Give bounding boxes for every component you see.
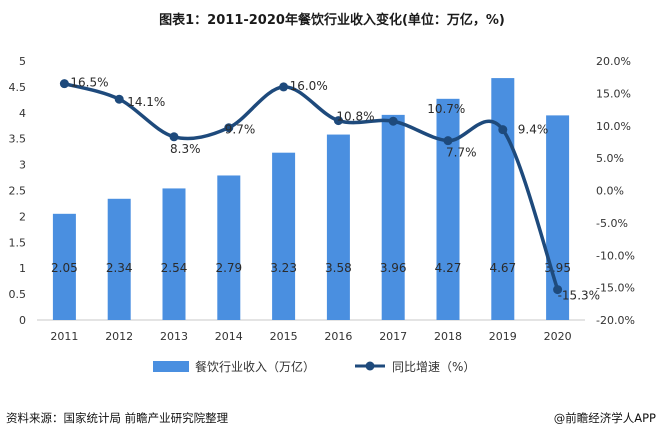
line-value-label: 10.7% [427, 102, 465, 116]
right-tick-label: 10.0% [596, 120, 631, 133]
line-value-label: -15.3% [558, 289, 600, 303]
right-tick-label: -20.0% [596, 314, 635, 327]
line-series [59, 79, 563, 295]
bar [272, 152, 296, 320]
legend-bar-label: 餐饮行业收入（万亿） [195, 359, 315, 374]
bar-series [52, 78, 570, 321]
left-tick-label: 0.5 [9, 288, 27, 301]
x-tick-label: 2019 [489, 330, 517, 343]
line-value-label: 7.7% [446, 146, 477, 160]
line-point [443, 136, 453, 146]
line-value-label: 16.0% [290, 79, 328, 93]
bar-value-label: 2.79 [215, 261, 242, 275]
bar-value-label: 2.54 [161, 261, 188, 275]
line-point [114, 94, 124, 104]
line-labels: 16.5% 14.1% 8.3% 9.7% 16.0% 10.8% 10.7% 7.7% 9.4… [70, 76, 600, 303]
bar-value-label: 3.23 [270, 261, 297, 275]
left-tick-label: 2.5 [9, 185, 27, 198]
legend: 餐饮行业收入（万亿） 同比增速（%） [153, 359, 475, 374]
right-axis: -20.0% -15.0% -10.0% -5.0% 0.0% 5.0% 10.0% 15.0… [596, 55, 635, 327]
line-point [333, 116, 343, 126]
bar [491, 78, 515, 321]
x-axis: 2011 2012 2013 2014 2015 2016 2017 2018 2019 2020 [37, 319, 585, 343]
right-tick-label: -15.0% [596, 282, 635, 295]
legend-line-label: 同比增速（%） [392, 360, 475, 374]
line-value-label: 16.5% [70, 76, 108, 90]
bar-value-label: 2.05 [51, 261, 78, 275]
bar-value-label: 2.34 [106, 261, 133, 275]
bar-value-label: 4.27 [435, 261, 462, 275]
line-point [553, 285, 563, 295]
bar [436, 98, 460, 321]
legend-bar-swatch [153, 361, 189, 372]
growth-line [63, 81, 560, 291]
x-tick-label: 2011 [50, 330, 78, 343]
line-point [279, 82, 289, 92]
bar [52, 213, 76, 320]
line-value-label: 14.1% [127, 95, 165, 109]
bar [326, 134, 350, 320]
left-tick-label: 4.5 [9, 81, 27, 94]
line-value-label: 10.8% [336, 110, 374, 124]
bar-value-label: 3.96 [380, 261, 407, 275]
x-tick-label: 2014 [215, 330, 243, 343]
bar-value-label: 4.67 [489, 261, 516, 275]
x-tick-label: 2016 [324, 330, 352, 343]
bar [107, 198, 131, 320]
right-tick-label: 20.0% [596, 55, 631, 68]
x-tick-label: 2012 [105, 330, 133, 343]
left-tick-label: 0 [19, 314, 26, 327]
line-point [169, 132, 179, 142]
right-tick-label: -5.0% [596, 217, 628, 230]
footer-source: 资料来源：国家统计局 前瞻产业研究院整理 [6, 411, 229, 425]
x-tick-label: 2020 [544, 330, 572, 343]
line-point [59, 79, 69, 89]
x-tick-label: 2018 [434, 330, 462, 343]
left-tick-label: 1 [19, 262, 26, 275]
line-point [388, 116, 398, 126]
bar [381, 114, 405, 320]
left-tick-label: 4 [19, 107, 26, 120]
bar-labels: 2.05 2.34 2.54 2.79 3.23 3.58 3.96 4.27 4.67 3.95 [51, 261, 571, 275]
line-point [498, 125, 508, 135]
line-value-label: 8.3% [170, 142, 201, 156]
bar-value-label: 3.58 [325, 261, 352, 275]
right-tick-label: 5.0% [596, 152, 624, 165]
left-axis: 0 0.5 1 1.5 2 2.5 3 3.5 4 4.5 5 [9, 55, 27, 327]
legend-line-marker [365, 361, 375, 371]
line-value-label: 9.7% [225, 123, 256, 137]
bar [217, 175, 241, 320]
left-tick-label: 3 [19, 159, 26, 172]
x-tick-label: 2015 [270, 330, 298, 343]
left-tick-label: 1.5 [9, 236, 27, 249]
right-tick-label: 15.0% [596, 87, 631, 100]
left-tick-label: 5 [19, 55, 26, 68]
combo-chart: 0 0.5 1 1.5 2 2.5 3 3.5 4 4.5 5 -20.0% -15.0% -10.0%… [9, 55, 635, 374]
x-tick-label: 2013 [160, 330, 188, 343]
line-point [224, 123, 234, 133]
footer-brand: @前瞻经济学人APP [553, 411, 656, 425]
right-tick-label: -10.0% [596, 249, 635, 262]
bar [162, 188, 186, 320]
left-tick-label: 2 [19, 210, 26, 223]
line-value-label: 9.4% [518, 123, 549, 137]
right-tick-label: 0.0% [596, 185, 624, 198]
x-tick-label: 2017 [379, 330, 407, 343]
chart-title: 图表1：2011-2020年餐饮行业收入变化(单位：万亿，%) [159, 13, 505, 28]
left-tick-label: 3.5 [9, 133, 27, 146]
